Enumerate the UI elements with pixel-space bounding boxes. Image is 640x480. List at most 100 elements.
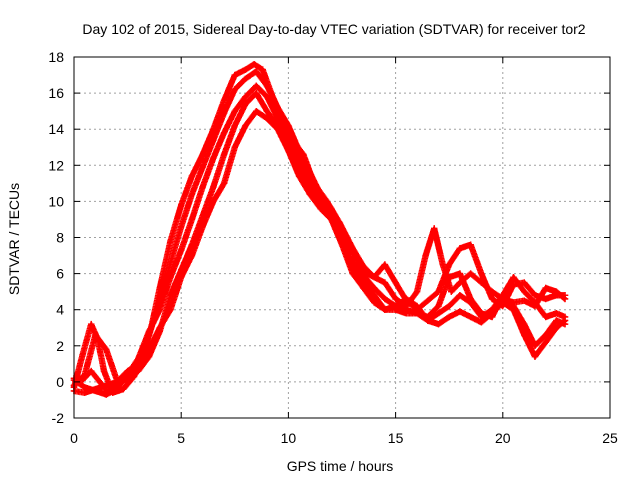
data-point: [87, 367, 95, 375]
data-point: [403, 310, 410, 317]
data-point: [242, 66, 249, 73]
data-point: [79, 376, 86, 384]
data-point: [210, 183, 217, 191]
data-point: [231, 122, 238, 129]
data-point: [542, 313, 549, 321]
data-point: [135, 360, 142, 368]
data-point: [424, 297, 431, 304]
data-point: [253, 82, 260, 90]
data-point: [188, 216, 196, 223]
data-point: [259, 66, 266, 73]
data-point: [435, 310, 442, 317]
data-point: [156, 324, 163, 331]
data-point: [167, 237, 174, 245]
y-tick-label: 18: [48, 49, 64, 65]
data-point: [370, 292, 378, 299]
data-point: [263, 82, 271, 90]
data-point: [392, 302, 399, 310]
data-point: [81, 384, 88, 391]
data-point: [467, 241, 474, 248]
data-point: [92, 385, 99, 393]
data-point: [145, 346, 153, 353]
data-point: [145, 353, 153, 360]
data-point: [242, 100, 249, 108]
data-series: [70, 61, 569, 398]
data-point: [521, 288, 528, 295]
data-point: [542, 295, 549, 303]
data-point: [274, 104, 281, 111]
data-point: [561, 317, 569, 324]
data-point: [381, 279, 389, 286]
data-point: [220, 180, 228, 187]
data-point: [531, 299, 539, 306]
data-point: [220, 151, 228, 158]
data-point: [178, 246, 185, 254]
data-point: [274, 115, 281, 122]
data-point: [253, 68, 260, 75]
data-point: [328, 216, 335, 223]
x-tick-label: 0: [70, 430, 78, 446]
data-point: [360, 277, 367, 285]
data-point: [446, 274, 453, 281]
axis-ticks: [73, 56, 611, 419]
data-point: [156, 306, 163, 313]
data-point: [392, 279, 399, 286]
data-point: [199, 163, 206, 171]
data-point: [542, 284, 549, 292]
data-point: [446, 261, 453, 268]
data-point: [188, 190, 196, 198]
y-tick-label: 4: [56, 302, 64, 318]
data-point: [381, 306, 389, 313]
x-tick-label: 5: [177, 430, 185, 446]
data-point: [499, 299, 506, 306]
data-point: [199, 183, 206, 191]
data-point: [317, 205, 324, 212]
data-point: [231, 86, 238, 93]
data-point: [521, 297, 528, 304]
data-point: [105, 389, 112, 396]
data-point: [439, 261, 446, 268]
data-point: [242, 93, 249, 100]
data-point: [553, 324, 560, 331]
data-point: [531, 353, 539, 360]
data-point: [87, 320, 95, 328]
tick-labels: 0 5 10 15 20 25 -2 0 2 4 6 8 10 12 14 16 18: [48, 49, 618, 446]
data-point: [553, 317, 560, 324]
data-point: [430, 225, 438, 232]
data-point: [531, 292, 539, 299]
data-point: [553, 292, 560, 299]
data-point: [253, 89, 260, 97]
data-point: [263, 93, 271, 100]
data-point: [467, 299, 474, 306]
data-point: [242, 75, 249, 82]
data-point: [349, 270, 356, 277]
data-point: [413, 302, 421, 310]
data-point: [403, 295, 410, 303]
data-point: [167, 274, 174, 281]
data-point: [135, 367, 142, 375]
data-point: [263, 107, 271, 115]
chart-title: Day 102 of 2015, Sidereal Day-to-day VTE…: [82, 21, 585, 37]
y-tick-label: 8: [56, 230, 64, 246]
data-point: [413, 310, 421, 317]
data-point: [446, 302, 453, 310]
data-point: [188, 172, 196, 180]
data-point: [295, 172, 303, 180]
data-point: [338, 241, 346, 248]
y-tick-label: 2: [56, 338, 64, 354]
data-point: [446, 313, 453, 321]
data-point: [370, 284, 378, 292]
data-point: [178, 201, 185, 209]
data-point: [178, 223, 185, 230]
data-point: [113, 378, 121, 386]
data-point: [488, 295, 496, 303]
data-point: [210, 154, 217, 162]
data-point: [178, 274, 185, 281]
data-point: [542, 338, 549, 346]
data-point: [253, 107, 260, 115]
data-point: [102, 346, 110, 353]
data-point: [231, 107, 238, 115]
data-point: [124, 375, 131, 382]
